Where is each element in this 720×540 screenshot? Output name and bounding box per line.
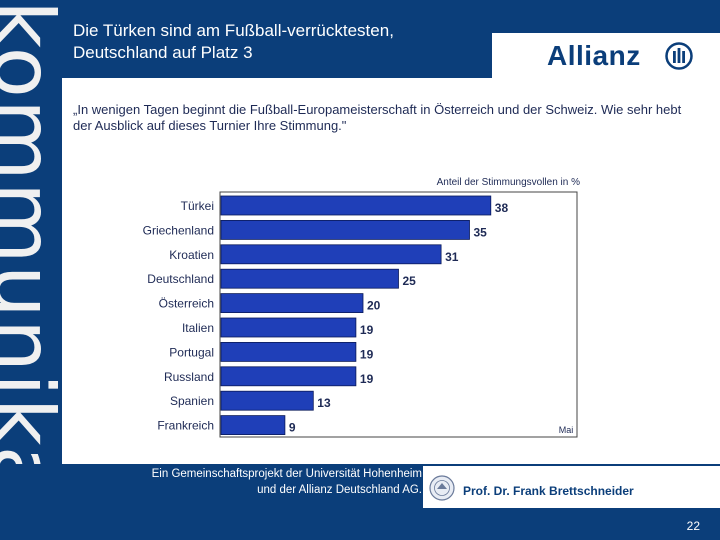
value-label: 19 [360,372,374,386]
category-label: Russland [164,370,214,384]
professor-name: Prof. Dr. Frank Brettschneider [463,484,634,498]
bar-1 [220,195,492,216]
bar-5 [220,293,364,314]
value-label: 13 [317,396,331,410]
left-band: kommunikation [0,0,62,540]
category-label: Deutschland [147,272,214,286]
survey-question: „In wenigen Tagen beginnt die Fußball-Eu… [73,102,682,133]
title-line-1: Die Türken sind am Fußball-verrücktesten… [73,21,394,40]
page-title: Die Türken sind am Fußball-verrücktesten… [73,20,394,64]
category-label: Italien [182,321,214,335]
author-box: Prof. Dr. Frank Brettschneider [423,466,720,508]
value-label: 38 [495,201,509,215]
value-label: 19 [360,347,374,361]
value-label: 20 [367,299,381,313]
bar-8 [220,366,357,387]
title-line-2: Deutschland auf Platz 3 [73,43,253,62]
bar-9 [220,390,314,411]
value-label: 9 [289,421,296,435]
bar-6 [220,317,357,338]
university-seal-icon [429,475,455,501]
category-label: Frankreich [157,419,214,433]
logo-text: Allianz [547,40,641,71]
chart-title: Anteil der Stimmungsvollen in % [436,177,580,188]
value-label: 19 [360,323,374,337]
bar-10 [220,415,286,436]
chart-annotation: Mai [559,425,574,435]
bar-4 [220,268,399,289]
category-label: Kroatien [169,248,214,262]
allianz-eagle-icon [665,42,693,70]
project-line-2: und der Allianz Deutschland AG. [257,484,422,496]
page-number: 22 [686,519,700,533]
category-label: Portugal [169,345,214,359]
value-label: 35 [474,225,488,239]
value-label: 25 [403,274,417,288]
category-label: Türkei [181,199,214,213]
bar-7 [220,341,357,362]
allianz-logo: Allianz [492,33,720,78]
bar-2 [220,219,470,240]
category-label: Spanien [170,394,214,408]
project-credit: Ein Gemeinschaftsprojekt der Universität… [62,466,422,498]
category-label: Griechenland [143,223,214,237]
category-label: Österreich [159,297,214,311]
value-label: 31 [445,250,459,264]
project-line-1: Ein Gemeinschaftsprojekt der Universität… [151,468,422,480]
bar-3 [220,244,442,265]
